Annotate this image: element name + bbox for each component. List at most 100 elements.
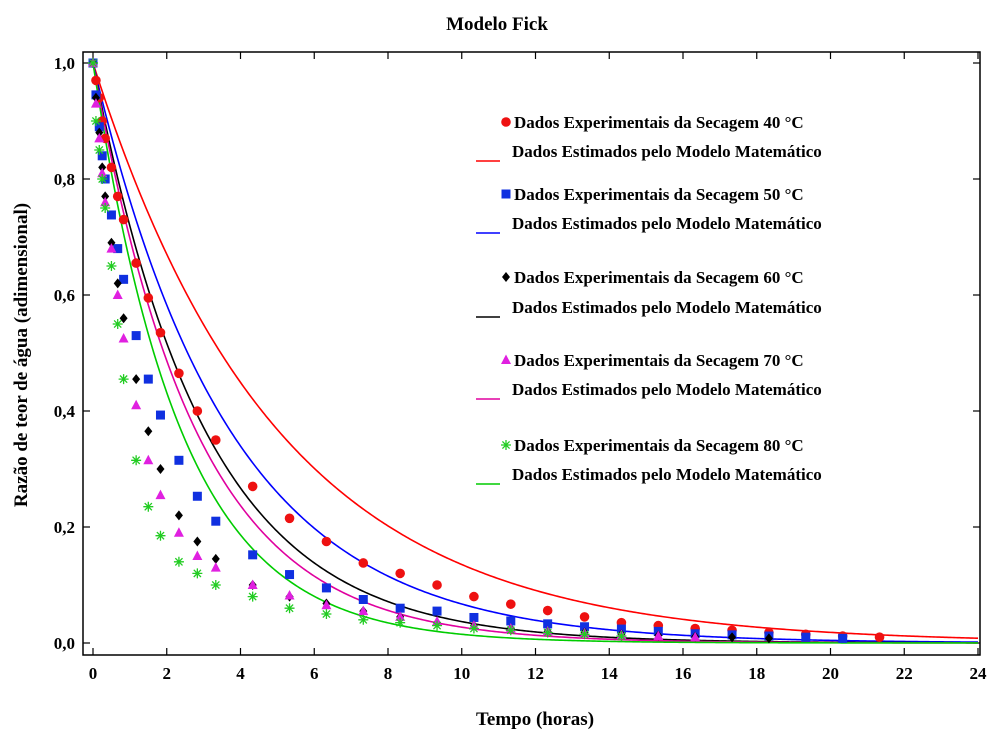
data-point [112,319,123,329]
data-point [210,435,221,445]
model-curve-9 [92,62,978,644]
x-tick-label: 14 [601,664,619,683]
data-point [210,580,221,590]
data-point [174,455,184,465]
data-point [506,616,516,626]
legend-label: Dados Experimentais da Secagem 50 °C [514,185,804,204]
data-point [119,274,129,284]
data-point [579,629,590,640]
data-point [247,579,258,589]
data-point [143,374,153,384]
data-point [107,237,116,248]
data-point [97,174,108,184]
data-point [143,293,154,303]
data-point [616,631,627,642]
legend-label: Dados Estimados pelo Modelo Matemático [512,298,822,317]
data-point [395,568,405,579]
data-point [143,501,154,512]
data-point [91,75,101,86]
legend-marker [501,117,511,127]
data-point [97,151,107,161]
data-point [321,609,332,619]
legend-label: Dados Estimados pelo Modelo Matemático [512,380,822,399]
data-point [144,426,153,437]
legend-label: Dados Estimados pelo Modelo Matemático [512,465,822,484]
data-point [616,624,626,634]
data-point [728,632,737,643]
x-tick-label: 20 [822,664,839,683]
data-point [155,530,166,541]
data-point [143,454,154,465]
data-point [432,606,442,616]
data-point [542,605,553,616]
data-point [321,536,332,547]
data-point [838,633,848,643]
data-point [542,627,553,638]
data-point [469,591,479,602]
x-tick-label: 4 [236,664,245,683]
data-point [155,489,166,500]
data-point [112,289,123,299]
data-point [358,558,369,568]
data-point [88,58,98,68]
data-point [156,464,165,474]
data-point [94,145,105,155]
x-tick-label: 10 [453,664,470,683]
data-point [468,623,479,634]
data-point [469,612,479,622]
legend-label: Dados Experimentais da Secagem 70 °C [514,351,804,370]
data-point [90,98,101,108]
legend-marker [502,272,510,282]
data-point [100,196,111,207]
x-tick-label: 16 [675,664,692,683]
data-point [113,278,122,289]
data-point [358,605,369,616]
y-tick-label: 0,0 [54,634,75,653]
legend-label: Dados Experimentais da Secagem 80 °C [514,436,804,455]
data-point [174,510,183,521]
data-point [173,527,184,537]
data-point [321,599,332,610]
data-point [94,122,104,132]
data-point [505,599,516,609]
data-point [579,612,590,622]
y-axis-label: Razão de teor de água (adimensional) [11,203,32,507]
data-point [95,127,104,138]
x-axis-label: Tempo (horas) [476,709,594,730]
data-point [505,625,516,636]
data-point [106,243,117,253]
data-point [113,244,123,254]
data-point [131,258,141,268]
legend-label: Dados Estimados pelo Modelo Matemático [512,142,822,161]
data-point [131,455,142,466]
y-tick-label: 0,8 [54,170,75,189]
data-point [358,614,369,625]
x-tick-label: 18 [748,664,765,683]
legend-marker [501,189,511,199]
data-point [90,116,101,126]
data-point [106,162,117,173]
x-tick-label: 2 [163,664,172,683]
data-point [395,617,406,628]
data-point [248,550,258,560]
x-tick-label: 22 [896,664,913,683]
data-point [690,631,701,642]
data-point [98,162,107,173]
data-point [321,583,331,593]
legend-label: Dados Experimentais da Secagem 40 °C [514,113,804,132]
x-tick-label: 24 [970,664,988,683]
data-point [247,481,258,492]
legend-label: Dados Experimentais da Secagem 60 °C [514,268,804,287]
data-point [131,331,141,341]
x-tick-label: 12 [527,664,544,683]
data-point [91,92,100,103]
data-point [284,603,295,614]
y-tick-label: 0,6 [54,286,75,305]
chart-title: Modelo Fick [446,14,548,35]
data-point [432,580,442,590]
data-point [395,611,406,621]
y-tick-label: 1,0 [54,54,75,73]
data-point [100,203,111,213]
x-tick-label: 0 [89,664,98,683]
